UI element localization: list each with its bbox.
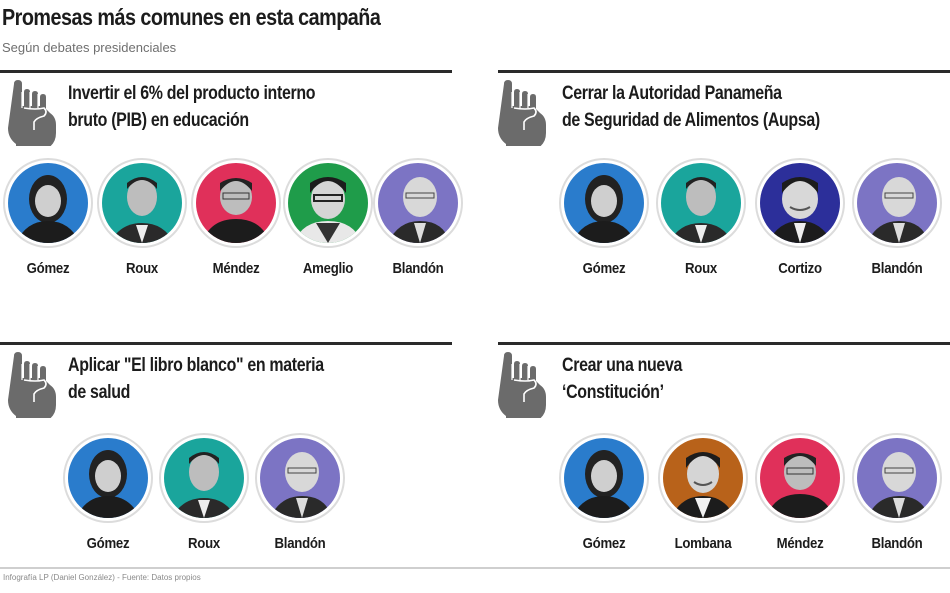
section-divider bbox=[498, 70, 950, 73]
candidate-portrait bbox=[857, 163, 937, 243]
candidate-name: Gómez bbox=[26, 260, 70, 277]
candidate-name: Roux bbox=[188, 535, 220, 552]
promise-section-health: Aplicar "El libro blanco" en materia de s… bbox=[0, 342, 452, 572]
page-subtitle: Según debates presidenciales bbox=[2, 40, 177, 55]
candidate-roux: Roux bbox=[97, 158, 187, 277]
candidate-portrait bbox=[564, 163, 644, 243]
candidate-blandon: Blandón bbox=[852, 433, 942, 552]
candidate-ameglio: Ameglio bbox=[283, 158, 373, 277]
candidate-blandon: Blandón bbox=[255, 433, 345, 552]
section-divider bbox=[0, 342, 452, 345]
candidate-mendez: Méndez bbox=[191, 158, 281, 277]
candidate-portrait bbox=[661, 163, 741, 243]
raised-hand-icon bbox=[8, 80, 56, 146]
promise-heading: Crear una nueva ‘Constitución’ bbox=[562, 355, 683, 403]
candidate-portrait bbox=[857, 438, 937, 518]
candidate-blandon: Blandón bbox=[373, 158, 463, 277]
candidate-portrait bbox=[102, 163, 182, 243]
candidate-name: Blandón bbox=[871, 535, 923, 552]
section-divider bbox=[0, 70, 452, 73]
candidate-name: Roux bbox=[126, 260, 158, 277]
candidate-portrait bbox=[288, 163, 368, 243]
candidate-name: Gómez bbox=[86, 535, 130, 552]
raised-hand-icon bbox=[498, 352, 546, 418]
candidate-name: Ameglio bbox=[302, 260, 354, 277]
candidate-portrait bbox=[8, 163, 88, 243]
candidate-name: Blandón bbox=[274, 535, 326, 552]
candidate-portrait bbox=[164, 438, 244, 518]
candidate-name: Cortizo bbox=[778, 260, 822, 277]
promise-heading: Aplicar "El libro blanco" en materia de s… bbox=[68, 355, 324, 403]
candidate-name: Lombana bbox=[674, 535, 732, 552]
promise-section-aupsa: Cerrar la Autoridad Panameña de Seguridad… bbox=[498, 70, 950, 300]
candidate-name: Méndez bbox=[212, 260, 260, 277]
source-credit: Infografía LP (Daniel González) - Fuente… bbox=[3, 573, 201, 582]
candidate-mendez: Méndez bbox=[755, 433, 845, 552]
promise-section-constitution: Crear una nueva ‘Constitución’ Gómez Lomb… bbox=[498, 342, 950, 572]
candidate-name: Méndez bbox=[776, 535, 824, 552]
candidate-roux: Roux bbox=[656, 158, 746, 277]
candidate-name: Blandón bbox=[392, 260, 444, 277]
candidate-portrait bbox=[378, 163, 458, 243]
candidate-name: Roux bbox=[685, 260, 717, 277]
candidate-portrait bbox=[663, 438, 743, 518]
candidate-gomez: Gómez bbox=[63, 433, 153, 552]
candidate-cortizo: Cortizo bbox=[755, 158, 845, 277]
candidate-portrait bbox=[760, 163, 840, 243]
candidate-portrait bbox=[68, 438, 148, 518]
candidate-portrait bbox=[564, 438, 644, 518]
raised-hand-icon bbox=[498, 80, 546, 146]
promise-heading: Invertir el 6% del producto interno bruto… bbox=[68, 83, 316, 131]
section-divider bbox=[498, 342, 950, 345]
page-title: Promesas más comunes en esta campaña bbox=[2, 4, 381, 30]
footer-divider bbox=[0, 567, 950, 569]
candidate-portrait bbox=[196, 163, 276, 243]
candidate-portrait bbox=[260, 438, 340, 518]
candidate-gomez: Gómez bbox=[559, 433, 649, 552]
promise-section-education: Invertir el 6% del producto interno bruto… bbox=[0, 70, 463, 300]
candidate-roux: Roux bbox=[159, 433, 249, 552]
raised-hand-icon bbox=[8, 352, 56, 418]
candidate-gomez: Gómez bbox=[559, 158, 649, 277]
candidate-blandon: Blandón bbox=[852, 158, 942, 277]
candidate-name: Gómez bbox=[582, 260, 626, 277]
promise-heading: Cerrar la Autoridad Panameña de Seguridad… bbox=[562, 83, 820, 131]
candidate-name: Gómez bbox=[582, 535, 626, 552]
candidate-gomez: Gómez bbox=[3, 158, 93, 277]
candidate-portrait bbox=[760, 438, 840, 518]
candidate-lombana: Lombana bbox=[658, 433, 748, 552]
candidate-name: Blandón bbox=[871, 260, 923, 277]
